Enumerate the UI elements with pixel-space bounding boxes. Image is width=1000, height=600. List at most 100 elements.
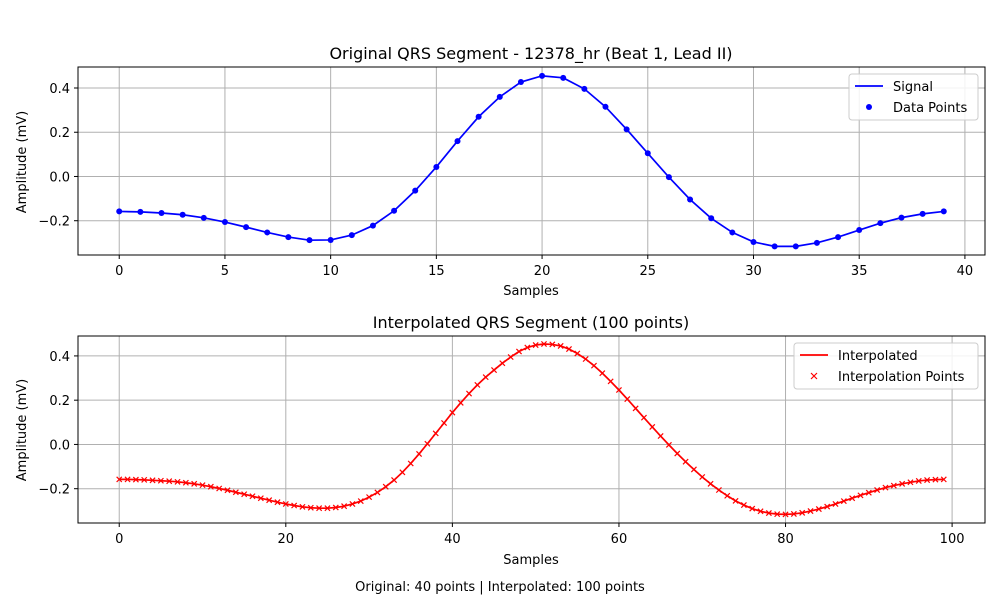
interpolation-point	[149, 477, 156, 484]
interpolation-point	[307, 504, 314, 511]
data-point	[581, 85, 588, 92]
interpolation-point	[341, 503, 348, 510]
interpolation-point	[299, 503, 306, 510]
data-point	[919, 210, 926, 217]
interpolation-point	[549, 341, 556, 348]
interpolation-point	[224, 487, 231, 494]
data-point	[475, 113, 482, 120]
interpolation-point	[124, 476, 131, 483]
y-tick-label: 0.4	[49, 350, 70, 365]
interpolation-point	[424, 440, 431, 447]
legend-label: Interpolated	[838, 349, 918, 364]
interpolation-point	[924, 477, 931, 484]
interpolation-point	[207, 483, 214, 490]
interpolation-point	[466, 390, 473, 397]
interpolation-point	[615, 386, 622, 394]
data-point	[856, 227, 863, 234]
x-tick-label: 5	[221, 264, 229, 279]
x-tick-label: 20	[278, 532, 295, 547]
data-point	[200, 214, 207, 221]
interpolation-point	[690, 466, 697, 473]
y-tick-label: −0.2	[38, 215, 70, 230]
interpolation-point	[807, 508, 814, 515]
interpolation-point	[682, 458, 689, 465]
interpolation-point	[732, 497, 739, 504]
interpolation-point	[357, 498, 364, 505]
series-line	[119, 74, 944, 248]
data-point	[137, 208, 144, 215]
interpolation-point	[849, 495, 856, 502]
interpolation-point	[366, 494, 373, 501]
data-point	[158, 209, 165, 216]
interpolation-point	[857, 492, 864, 499]
data-point	[898, 214, 905, 221]
interpolation-point	[457, 399, 464, 406]
interpolation-point	[540, 340, 548, 347]
interpolation-point	[790, 510, 797, 517]
interpolation-point	[157, 477, 164, 484]
interpolation-point	[599, 370, 606, 377]
y-tick-label: 0.4	[49, 82, 70, 97]
legend-dot-swatch	[866, 104, 872, 110]
x-tick-label: 40	[444, 532, 461, 547]
interpolation-point	[216, 485, 223, 492]
data-point	[644, 150, 651, 157]
interpolation-point	[249, 493, 256, 500]
legend-label: Signal	[893, 80, 933, 95]
y-axis-label: Amplitude (mV)	[15, 111, 30, 213]
interpolation-point	[316, 505, 323, 512]
interpolation-point	[191, 480, 198, 487]
interpolation-point	[282, 500, 289, 507]
data-point	[412, 187, 419, 194]
data-point	[750, 238, 757, 245]
x-axis-label: Samples	[503, 284, 559, 299]
y-axis-label: Amplitude (mV)	[15, 379, 30, 481]
data-point	[116, 208, 123, 215]
data-point	[940, 208, 947, 215]
interpolation-point	[574, 350, 581, 357]
x-axis-label: Samples	[503, 553, 559, 568]
data-point	[433, 163, 440, 170]
interpolation-point	[232, 489, 239, 496]
interpolation-point	[132, 476, 139, 483]
interpolation-point	[507, 353, 514, 361]
legend-x-swatch	[810, 372, 818, 380]
legend: Interpolated Interpolation Points	[793, 342, 979, 390]
interpolation-point	[441, 419, 448, 426]
interpolation-point	[915, 477, 922, 484]
interpolation-point	[257, 495, 264, 502]
interpolation-point	[640, 414, 647, 421]
interpolated-qrs-panel: Interpolated QRS Segment (100 points) Sa…	[15, 313, 986, 568]
interpolation-point	[565, 346, 573, 353]
interpolation-point	[391, 477, 398, 484]
interpolation-point	[874, 487, 881, 494]
interpolation-point	[674, 450, 681, 457]
interpolation-point	[715, 487, 722, 494]
data-point	[348, 232, 355, 239]
data-point	[285, 234, 292, 241]
interpolation-point	[515, 348, 523, 355]
interpolation-point	[649, 423, 656, 430]
chart-title: Interpolated QRS Segment (100 points)	[373, 313, 689, 332]
data-point	[792, 243, 799, 250]
data-point	[391, 207, 398, 214]
interpolation-point	[374, 489, 381, 496]
interpolation-point	[532, 342, 539, 349]
interpolation-point	[882, 484, 889, 491]
interpolation-point	[382, 483, 389, 490]
figure-caption: Original: 40 points | Interpolated: 100 …	[355, 580, 645, 595]
x-tick-label: 60	[611, 532, 628, 547]
interpolation-point	[557, 342, 564, 349]
interpolation-point	[840, 498, 847, 505]
y-tick-label: 0.2	[49, 394, 70, 409]
data-point	[813, 239, 820, 246]
interpolation-point	[632, 405, 639, 412]
data-point	[243, 224, 250, 231]
interpolation-point	[624, 396, 631, 403]
interpolation-point	[724, 492, 731, 499]
y-tick-label: 0.0	[49, 170, 70, 185]
y-tick-label: −0.2	[38, 483, 70, 498]
data-point	[496, 93, 503, 100]
interpolation-point	[774, 511, 781, 518]
